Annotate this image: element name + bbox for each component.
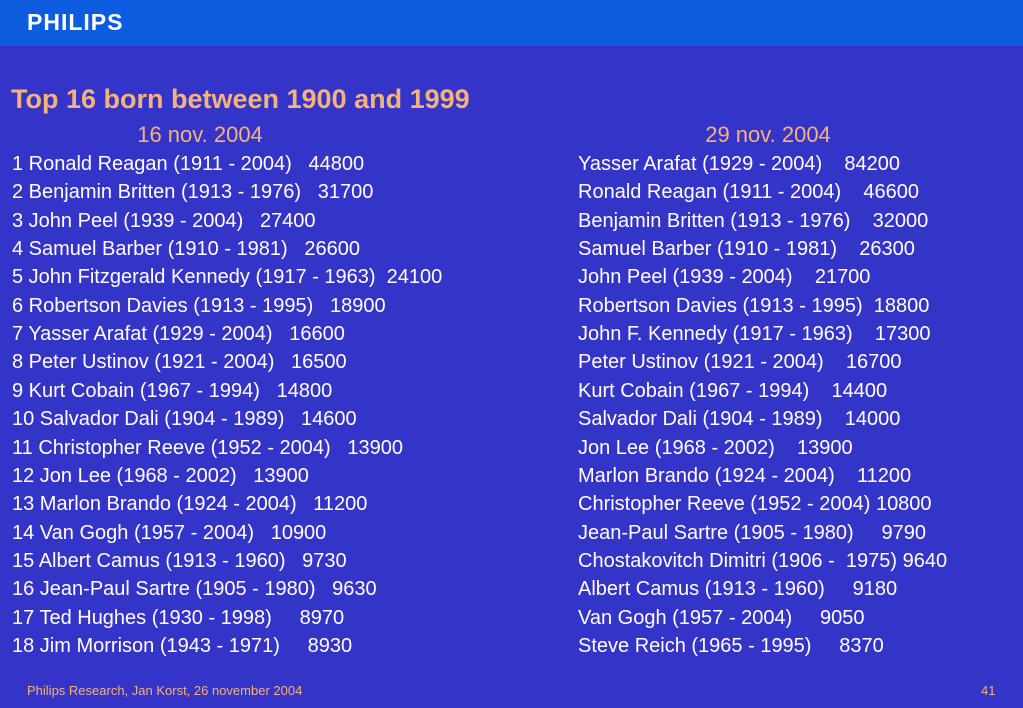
ranking-row: 12 Jon Lee (1968 - 2002) 13900 [12, 464, 309, 487]
header-bar: PHILIPS [0, 0, 1023, 46]
ranking-row: Robertson Davies (1913 - 1995) 18800 [578, 294, 930, 317]
ranking-row: 4 Samuel Barber (1910 - 1981) 26600 [12, 238, 360, 261]
column-header: 29 nov. 2004 [705, 122, 831, 147]
ranking-row: Salvador Dali (1904 - 1989) 14000 [578, 408, 901, 431]
ranking-row: 13 Marlon Brando (1924 - 2004) 11200 [12, 493, 368, 516]
footer: Philips Research, Jan Korst, 26 november… [27, 683, 303, 698]
ranking-row: 17 Ted Hughes (1930 - 1998) 8970 [12, 606, 345, 629]
logo: PHILIPS [27, 9, 124, 35]
ranking-row: 3 John Peel (1939 - 2004) 27400 [12, 209, 316, 232]
ranking-row: 18 Jim Morrison (1943 - 1971) 8930 [12, 634, 353, 657]
ranking-row: Jon Lee (1968 - 2002) 13900 [578, 436, 853, 459]
ranking-row: 5 John Fitzgerald Kennedy (1917 - 1963) … [12, 266, 443, 289]
ranking-row: John F. Kennedy (1917 - 1963) 17300 [578, 323, 931, 346]
ranking-row: 11 Christopher Reeve (1952 - 2004) 13900 [12, 436, 403, 459]
ranking-row: Steve Reich (1965 - 1995) 8370 [578, 634, 884, 657]
ranking-row: Kurt Cobain (1967 - 1994) 14400 [578, 379, 888, 402]
ranking-row: Jean-Paul Sartre (1905 - 1980) 9790 [578, 521, 926, 544]
ranking-row: Samuel Barber (1910 - 1981) 26300 [578, 238, 915, 261]
ranking-row: 15 Albert Camus (1913 - 1960) 9730 [12, 549, 347, 572]
ranking-row: 7 Yasser Arafat (1929 - 2004) 16600 [12, 323, 345, 346]
ranking-row: John Peel (1939 - 2004) 21700 [578, 266, 871, 289]
ranking-row: Ronald Reagan (1911 - 2004) 46600 [578, 181, 919, 204]
ranking-row: 8 Peter Ustinov (1921 - 2004) 16500 [12, 351, 347, 374]
ranking-row: 10 Salvador Dali (1904 - 1989) 14600 [12, 408, 357, 431]
page-number: 41 [981, 683, 996, 698]
ranking-row: 9 Kurt Cobain (1967 - 1994) 14800 [12, 379, 333, 402]
ranking-row: 16 Jean-Paul Sartre (1905 - 1980) 9630 [12, 578, 377, 601]
ranking-row: Christopher Reeve (1952 - 2004) 10800 [578, 493, 932, 516]
column-header: 16 nov. 2004 [137, 122, 263, 147]
ranking-row: Van Gogh (1957 - 2004) 9050 [578, 606, 865, 629]
ranking-row: Chostakovitch Dimitri (1906 - 1975) 9640 [578, 549, 948, 572]
ranking-row: Marlon Brando (1924 - 2004) 11200 [578, 464, 912, 487]
ranking-row: 1 Ronald Reagan (1911 - 2004) 44800 [12, 153, 365, 175]
ranking-row: Benjamin Britten (1913 - 1976) 32000 [578, 209, 929, 232]
slide-title: Top 16 born between 1900 and 1999 [11, 84, 470, 114]
ranking-row: Albert Camus (1913 - 1960) 9180 [578, 578, 898, 601]
ranking-row: Peter Ustinov (1921 - 2004) 16700 [578, 351, 902, 374]
ranking-row: 14 Van Gogh (1957 - 2004) 10900 [12, 521, 327, 544]
ranking-row: Yasser Arafat (1929 - 2004) 84200 [578, 153, 901, 175]
ranking-row: 2 Benjamin Britten (1913 - 1976) 31700 [12, 181, 374, 204]
ranking-row: 6 Robertson Davies (1913 - 1995) 18900 [12, 294, 386, 317]
